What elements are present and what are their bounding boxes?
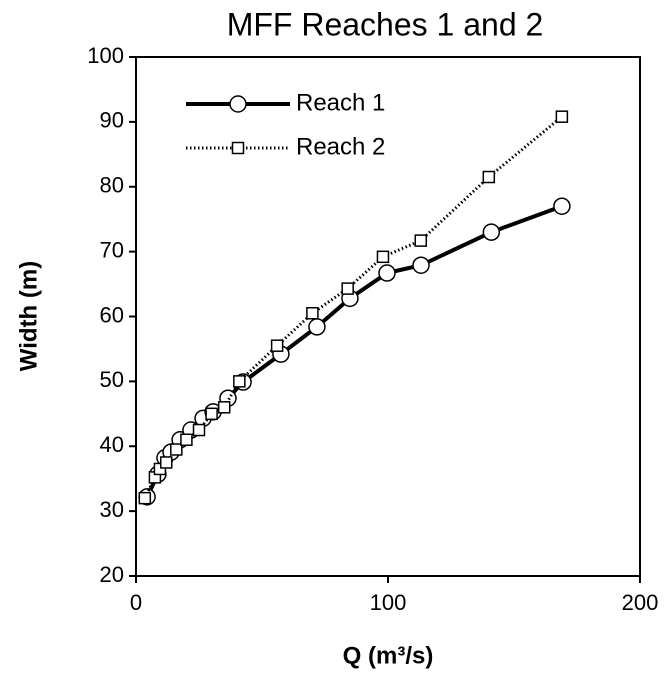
point [217, 401, 231, 414]
point [192, 423, 206, 437]
y-tick-label: 60 [100, 302, 124, 327]
point [306, 307, 319, 320]
y-tick-label: 70 [100, 237, 124, 262]
point [378, 264, 396, 282]
x-tick-label: 200 [622, 590, 659, 615]
chart-title: MFF Reaches 1 and 2 [227, 6, 544, 42]
point [233, 375, 246, 388]
series-line [143, 115, 563, 499]
point [159, 456, 173, 469]
point [412, 256, 430, 274]
y-tick-label: 40 [100, 432, 124, 457]
legend-label: Reach 1 [296, 89, 385, 116]
point [138, 491, 152, 505]
y-tick-label: 50 [100, 367, 124, 392]
point [482, 170, 496, 184]
point [482, 223, 501, 241]
point [555, 110, 569, 123]
point [376, 250, 390, 264]
point [308, 318, 326, 336]
point [341, 282, 354, 295]
x-tick-label: 100 [370, 590, 407, 615]
y-tick-label: 30 [100, 497, 124, 522]
x-axis-label: Q (m³/s) [343, 642, 434, 669]
series-line [145, 204, 563, 498]
y-tick-label: 90 [100, 108, 124, 133]
legend-marker [229, 95, 247, 113]
y-tick-label: 80 [100, 173, 124, 198]
point [270, 339, 284, 352]
y-tick-label: 20 [100, 562, 124, 587]
plot-frame [135, 56, 641, 577]
legend-marker [231, 141, 245, 155]
x-tick-label: 0 [130, 590, 142, 615]
y-tick-label: 100 [87, 43, 124, 68]
point [170, 443, 183, 456]
point [180, 433, 193, 447]
legend-label: Reach 2 [296, 133, 385, 160]
point [553, 197, 571, 215]
point [153, 462, 167, 476]
point [414, 234, 428, 247]
point [205, 407, 218, 421]
y-axis-label: Width (m) [15, 261, 42, 371]
